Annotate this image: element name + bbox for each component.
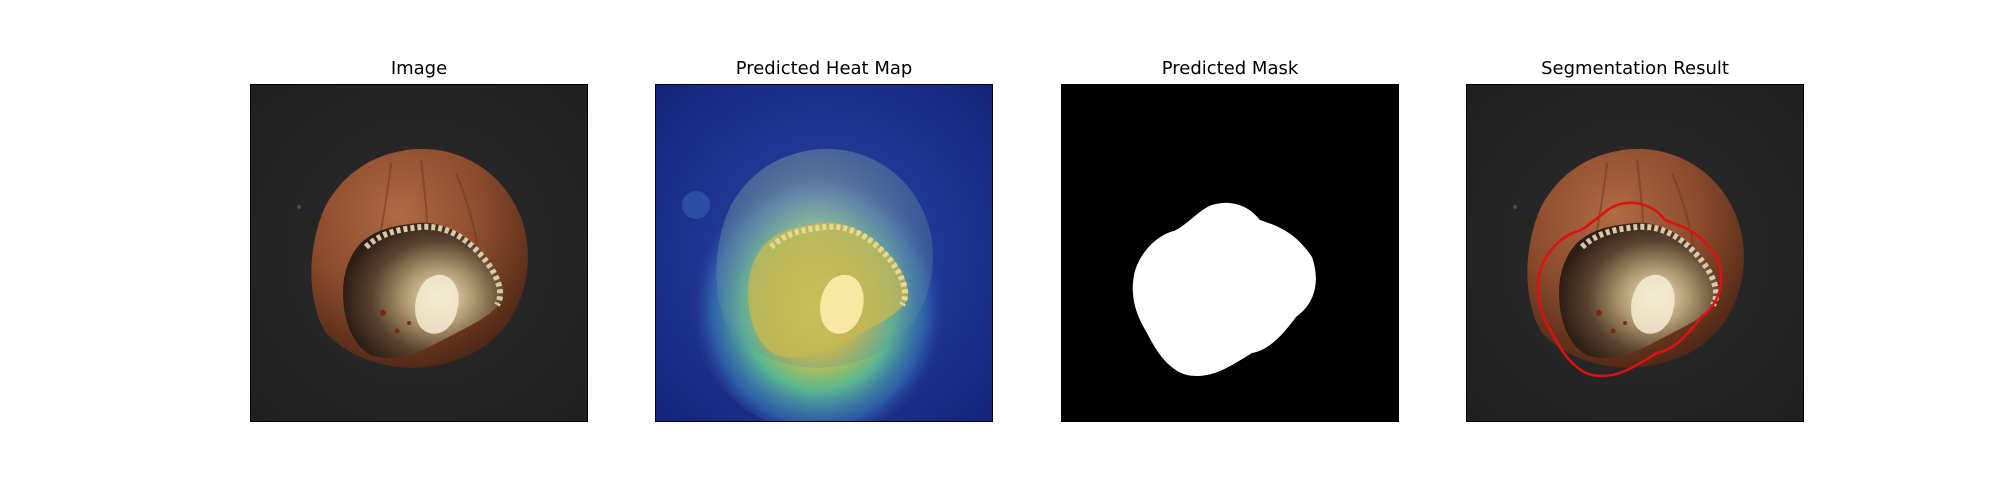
segmentation-image	[1467, 85, 1803, 421]
panel-title-segmentation: Segmentation Result	[1541, 58, 1729, 79]
panel-title-image: Image	[390, 58, 448, 79]
mask-frame	[1061, 84, 1399, 422]
panel-heatmap: Predicted Heat Map	[655, 0, 993, 500]
hazelnut-image	[251, 85, 587, 421]
panel-title-mask: Predicted Mask	[1161, 58, 1299, 79]
panel-segmentation: Segmentation Result	[1466, 0, 1804, 500]
mask-region	[1132, 202, 1316, 376]
mask-image	[1062, 85, 1398, 421]
heatmap-frame	[655, 84, 993, 422]
image-frame	[250, 84, 588, 422]
panel-title-heatmap: Predicted Heat Map	[735, 58, 913, 79]
panel-mask: Predicted Mask	[1061, 0, 1399, 500]
panel-image: Image	[250, 0, 588, 500]
segmentation-frame	[1466, 84, 1804, 422]
heatmap-image	[656, 85, 992, 421]
segmentation-contour	[1536, 201, 1723, 378]
